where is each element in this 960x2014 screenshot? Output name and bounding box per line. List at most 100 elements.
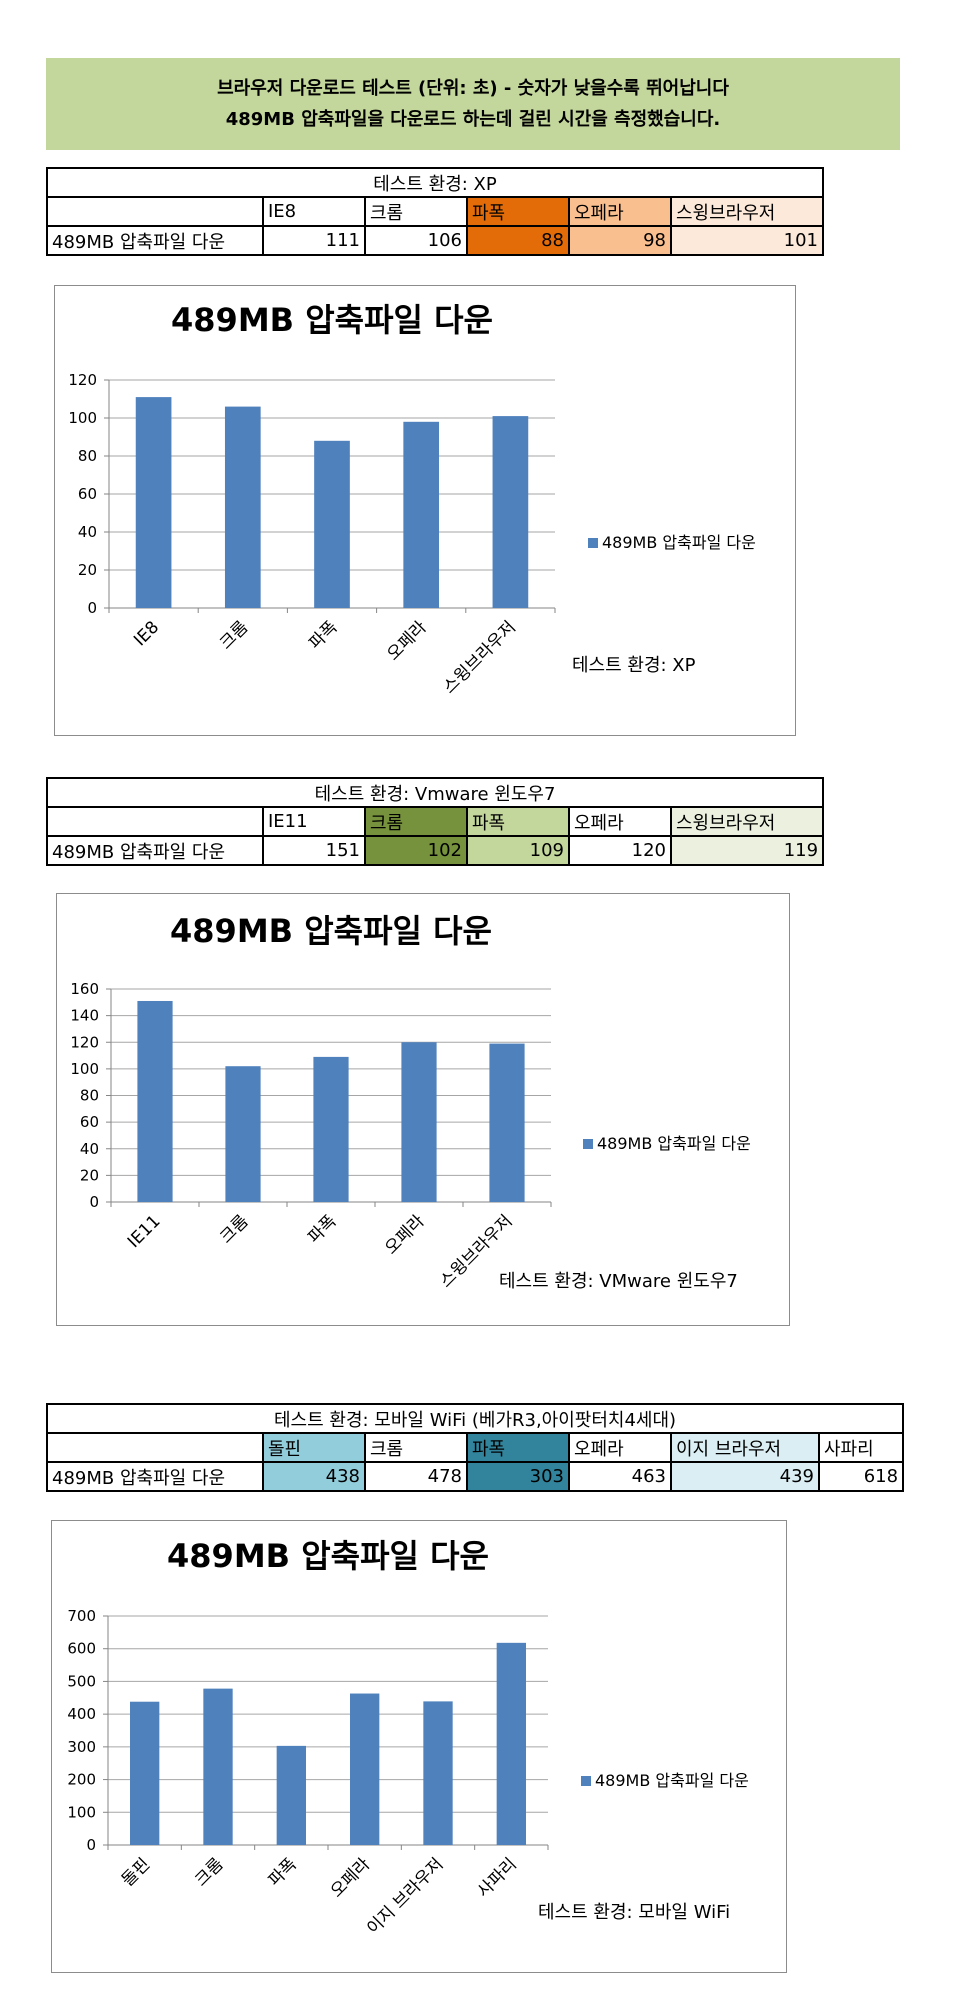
table-value-cell: 109	[466, 835, 570, 866]
y-tick-label: 600	[67, 1640, 96, 1658]
chart-note: 테스트 환경: VMware 윈도우7	[499, 1271, 738, 1292]
x-tick-label: 오페라	[383, 617, 431, 665]
x-tick-label: 사파리	[474, 1854, 521, 1901]
y-tick-label: 100	[70, 1060, 99, 1078]
bar	[314, 440, 350, 608]
table-corner-cell	[46, 196, 264, 227]
bar	[137, 1000, 173, 1202]
table-header-cell: 돌핀	[262, 1432, 366, 1463]
bar	[496, 1642, 526, 1845]
table-value-cell: 618	[817, 1461, 905, 1492]
y-tick-label: 300	[67, 1738, 96, 1756]
x-tick-label: 크롬	[216, 1211, 252, 1247]
bar	[203, 1688, 233, 1845]
y-tick-label: 0	[89, 1193, 99, 1211]
y-tick-label: 200	[67, 1771, 96, 1789]
table-value-cell: 98	[568, 225, 672, 256]
chart-svg: 489MB 압축파일 다운 0 100 200 300 400 500 600 700 돌핀 크롬 파…	[67, 1537, 749, 1939]
table-header-cell: IE11	[262, 806, 366, 837]
table-header-cell: IE8	[262, 196, 366, 227]
y-tick-label: 0	[87, 599, 97, 617]
bar-chart-vmware: 489MB 압축파일 다운 0 20 40 60 80 100 120 140 160 IE11 크롬…	[56, 893, 790, 1326]
chart-note: 테스트 환경: XP	[572, 655, 696, 676]
table-header-cell: 사파리	[817, 1432, 905, 1463]
y-tick-label: 100	[67, 1803, 96, 1821]
bar	[350, 1693, 380, 1845]
x-tick-label: 스윙브라우저	[439, 617, 519, 697]
table-header-cell: 스윙브라우저	[670, 196, 824, 227]
table-value-cell: 463	[568, 1461, 672, 1492]
bar-chart-mobile: 489MB 압축파일 다운 0 100 200 300 400 500 600 700 돌핀 크롬 파…	[51, 1520, 787, 1973]
x-tick-label: IE8	[130, 617, 163, 650]
x-tick-label: IE11	[124, 1211, 165, 1252]
banner-line-2: 489MB 압축파일을 다운로드 하는데 걸린 시간을 측정했습니다.	[225, 109, 721, 130]
bar	[225, 1066, 261, 1202]
bar	[224, 406, 261, 608]
table-title: 테스트 환경: Vmware 윈도우7	[45, 777, 825, 808]
table-header-cell: 크롬	[364, 1432, 468, 1463]
table-value-cell: 438	[262, 1461, 366, 1492]
table-value-cell: 106	[364, 225, 468, 256]
table-header-cell: 오페라	[568, 806, 672, 837]
bar-chart-xp: 489MB 압축파일 다운 0 20 40 60 80 100 120 IE8 크롬 파폭 오페라 스윙…	[54, 285, 796, 736]
y-tick-label: 80	[80, 1087, 99, 1105]
bar	[135, 397, 172, 608]
legend-swatch	[581, 1776, 591, 1786]
table-corner-cell	[46, 806, 264, 837]
banner-line-1: 브라우저 다운로드 테스트 (단위: 초) - 숫자가 낮을수록 뛰어납니다	[217, 78, 729, 99]
table-value-cell: 303	[466, 1461, 570, 1492]
x-tick-label: 파폭	[304, 1211, 340, 1247]
y-tick-label: 20	[78, 561, 97, 579]
header-banner: 브라우저 다운로드 테스트 (단위: 초) - 숫자가 낮을수록 뛰어납니다 4…	[46, 58, 900, 150]
y-tick-label: 500	[67, 1672, 96, 1690]
bar	[276, 1745, 306, 1845]
chart-note: 테스트 환경: 모바일 WiFi	[538, 1902, 730, 1923]
x-tick-label: 이지 브라우저	[363, 1854, 447, 1938]
table-row-label: 489MB 압축파일 다운	[46, 835, 264, 866]
y-tick-label: 40	[80, 1140, 99, 1158]
table-value-cell: 88	[466, 225, 570, 256]
table-value-cell: 102	[364, 835, 468, 866]
x-tick-label: 파폭	[265, 1854, 301, 1890]
table-value-cell: 101	[670, 225, 824, 256]
legend-label: 489MB 압축파일 다운	[602, 533, 756, 552]
y-tick-label: 80	[78, 447, 97, 465]
chart-svg: 489MB 압축파일 다운 0 20 40 60 80 100 120 IE8 크롬 파폭 오페라 스윙…	[68, 301, 756, 698]
table-value-cell: 111	[262, 225, 366, 256]
bar	[403, 421, 440, 608]
chart-title: 489MB 압축파일 다운	[167, 1537, 489, 1575]
x-tick-label: 오페라	[381, 1211, 429, 1259]
bar	[313, 1056, 349, 1202]
table-title: 테스트 환경: XP	[46, 167, 824, 198]
table-header-cell: 크롬	[364, 196, 468, 227]
y-tick-label: 100	[68, 409, 97, 427]
table-row-label: 489MB 압축파일 다운	[46, 225, 264, 256]
table-value-cell: 119	[669, 835, 825, 866]
y-tick-label: 160	[70, 980, 99, 998]
y-tick-label: 20	[80, 1166, 99, 1184]
y-tick-label: 0	[86, 1836, 96, 1854]
bar	[492, 416, 529, 608]
table-header-cell: 이지 브라우저	[670, 1432, 820, 1463]
bar	[489, 1043, 525, 1202]
results-table-xp: 테스트 환경: XP IE8 크롬 파폭 오페라 스윙브라우저 489MB 압축…	[46, 167, 824, 256]
table-value-cell: 151	[262, 835, 366, 866]
table-header-cell: 파폭	[466, 806, 570, 837]
legend-swatch	[583, 1139, 593, 1149]
legend-label: 489MB 압축파일 다운	[595, 1771, 749, 1790]
y-tick-label: 120	[68, 371, 97, 389]
x-tick-label: 크롬	[191, 1854, 227, 1890]
bar	[423, 1701, 453, 1845]
y-tick-label: 700	[67, 1607, 96, 1625]
y-tick-label: 120	[70, 1033, 99, 1051]
results-table-vmware: 테스트 환경: Vmware 윈도우7 IE11 크롬 파폭 오페라 스윙브라우…	[45, 777, 825, 866]
table-header-cell: 크롬	[364, 806, 468, 837]
x-tick-label: 돌핀	[118, 1854, 154, 1890]
y-tick-label: 140	[70, 1007, 99, 1025]
bar	[401, 1042, 437, 1202]
legend-label: 489MB 압축파일 다운	[597, 1134, 751, 1153]
bar	[130, 1701, 160, 1845]
y-tick-label: 40	[78, 523, 97, 541]
x-tick-label: 크롬	[216, 617, 252, 653]
table-value-cell: 478	[364, 1461, 468, 1492]
